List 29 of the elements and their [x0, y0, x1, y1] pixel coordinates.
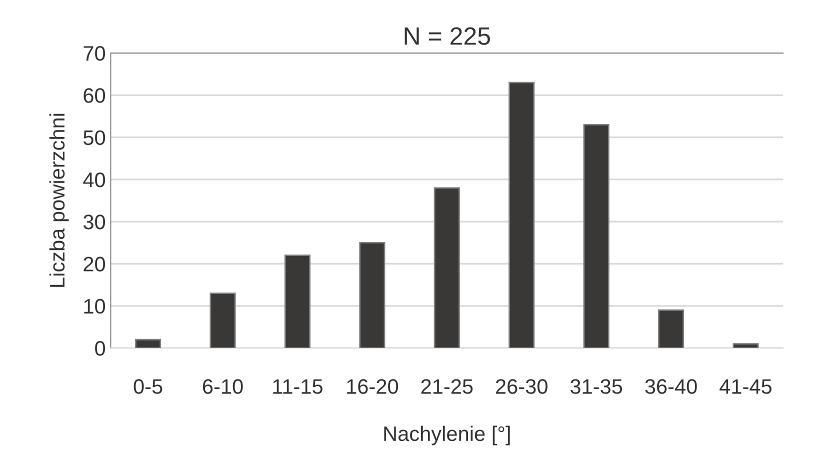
bar	[732, 343, 759, 348]
y-tick-label: 30	[83, 214, 106, 230]
x-tick-label: 26-30	[496, 379, 548, 394]
y-tick-label: 10	[84, 298, 106, 314]
x-tick-label: 11-15	[273, 379, 322, 394]
y-tick-label: 0	[95, 341, 106, 356]
bar	[284, 254, 310, 348]
bar	[359, 242, 386, 348]
y-tick-label: 60	[84, 88, 106, 103]
x-tick-label: 21-25	[421, 379, 473, 394]
x-tick-label: 6-10	[202, 379, 243, 394]
x-tick-label: 31-35	[570, 379, 622, 394]
x-tick-label: 0-5	[134, 379, 162, 394]
bar	[583, 124, 610, 348]
y-tick-label: 20	[84, 256, 106, 272]
bar	[210, 292, 236, 348]
x-tick-label: 41-45	[720, 379, 772, 394]
chart-title: N = 225	[404, 27, 490, 45]
y-axis-title: Liczba powierzchni	[49, 114, 69, 287]
x-tick-label: 16-20	[347, 379, 398, 394]
x-tick-label: 36-40	[645, 379, 697, 394]
y-tick-label: 50	[84, 130, 106, 146]
bar	[135, 338, 162, 348]
bar	[434, 187, 460, 348]
y-tick-label: 70	[84, 46, 106, 61]
bar	[658, 309, 684, 348]
x-axis-title: Nachylenie [°]	[384, 426, 510, 446]
y-tick-label: 40	[83, 172, 106, 188]
bar	[508, 82, 535, 348]
